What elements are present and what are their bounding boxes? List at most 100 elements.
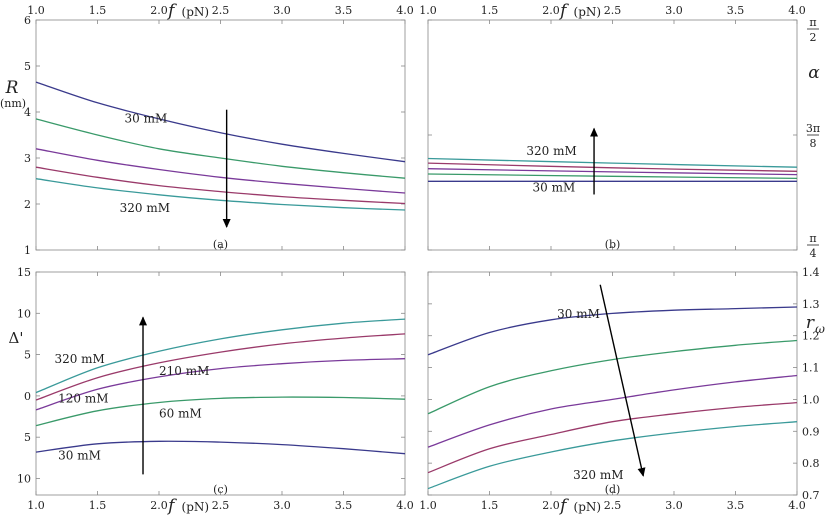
x-axis-label: f [166, 496, 177, 516]
x-axis-unit: (pN) [574, 5, 602, 19]
x-tick-label: 1.5 [481, 4, 499, 17]
y-axis-label: r [806, 313, 815, 333]
series-line-4 [35, 396, 406, 427]
panel-a: 1.0 1.5 2.0 2.5 3.0 3.5 4.0 f (pN) 1 2 3 4 5 6 R(nm) 30 … [0, 1, 414, 257]
series-annotation: 30 mM [557, 307, 600, 321]
x-tick-label: 4.0 [788, 499, 806, 512]
trend-arrow [599, 284, 646, 477]
series-line-2 [427, 162, 798, 172]
y-tick-label: 15 [17, 266, 31, 279]
y-tick-label: 5 [24, 431, 31, 444]
x-tick-label: 3.0 [273, 4, 291, 17]
y-tick-label: 5 [24, 349, 31, 362]
y-axis-unit: (nm) [0, 97, 26, 110]
series-annotation: 320 mM [54, 352, 104, 366]
y-tick-label: 4 [24, 106, 31, 119]
x-tick-label: 1.5 [89, 4, 107, 17]
x-tick-label: 2.5 [212, 4, 230, 17]
y-tick-label: 10 [17, 472, 31, 485]
x-tick-label: 1.0 [419, 4, 437, 17]
series-line-5 [35, 440, 406, 455]
y-tick-label: 5 [24, 60, 31, 73]
x-tick-label: 1.0 [27, 4, 45, 17]
series-annotation: 320 mM [120, 201, 170, 215]
y-axis-label-subscript: ω [815, 322, 825, 336]
x-axis-unit: (pN) [182, 5, 210, 19]
x-axis-label: f [558, 1, 569, 21]
series-annotation: 30 mM [125, 112, 168, 126]
x-tick-label: 3.5 [727, 4, 745, 17]
panel-label: (d) [605, 483, 621, 496]
series-annotation: 320 mM [526, 144, 576, 158]
panel-label: (a) [213, 238, 228, 251]
series-line-2 [427, 339, 798, 415]
panel-b: 1.0 1.5 2.0 2.5 3.0 3.5 4.0 f (pN) π 2 3π 8 π 4 α 320 mM… [419, 1, 820, 260]
series-line-1 [427, 157, 798, 168]
y-tick-label: 1.1 [802, 362, 820, 375]
x-tick-label: 2.5 [604, 499, 622, 512]
x-tick-label: 3.5 [335, 499, 353, 512]
y-tick-label-numerator: π [809, 232, 816, 245]
y-axis-label: Δ' [9, 329, 24, 347]
plot-frame [35, 19, 406, 251]
series-line-1 [427, 306, 798, 356]
series-annotation: 210 mM [159, 364, 209, 378]
series-annotation: 30 mM [533, 181, 576, 195]
y-tick-label: 10 [17, 307, 31, 320]
series-annotation: 120 mM [58, 391, 108, 405]
x-tick-label: 3.0 [665, 499, 683, 512]
x-axis-label: f [166, 1, 177, 21]
y-tick-label: 0 [24, 390, 31, 403]
series-line-3 [427, 168, 798, 176]
x-tick-label: 3.5 [727, 499, 745, 512]
series-line-3 [35, 358, 406, 411]
x-tick-label: 3.5 [335, 4, 353, 17]
panel-d: 1.0 1.5 2.0 2.5 3.0 3.5 4.0 f (pN) 0.7 0.8 0.9 1.0 1.… [419, 266, 825, 516]
series-annotation: 30 mM [58, 448, 101, 462]
x-tick-label: 3.0 [665, 4, 683, 17]
x-tick-label: 4.0 [396, 499, 414, 512]
series-line-4 [427, 173, 798, 180]
x-tick-label: 2.0 [542, 499, 560, 512]
x-axis-unit: (pN) [574, 500, 602, 514]
y-tick-label: 0.8 [802, 457, 820, 470]
series-line-4 [35, 166, 406, 205]
series-annotation: 320 mM [573, 468, 623, 482]
y-tick-label: 1.3 [802, 298, 820, 311]
series-line-2 [35, 118, 406, 179]
series-line-1 [35, 81, 406, 163]
y-tick-label-denominator: 2 [810, 31, 817, 44]
x-axis-label: f [558, 496, 569, 516]
x-tick-label: 2.0 [150, 4, 168, 17]
y-tick-label: 6 [24, 14, 31, 27]
series-line-2 [35, 333, 406, 401]
series-line-3 [427, 374, 798, 448]
x-tick-label: 3.0 [273, 499, 291, 512]
plot-frame [427, 271, 798, 496]
x-tick-label: 2.5 [604, 4, 622, 17]
panel-label: (c) [213, 483, 228, 496]
x-axis-unit: (pN) [182, 500, 210, 514]
panel-c: 1.0 1.5 2.0 2.5 3.0 3.5 4.0 f (pN) 15 10 5 0 5 10 Δ' 320… [9, 266, 414, 516]
x-tick-label: 1.5 [481, 499, 499, 512]
y-axis-label: R [5, 78, 19, 98]
series-line-5 [35, 178, 406, 211]
series-line-3 [35, 148, 406, 194]
x-tick-label: 4.0 [396, 4, 414, 17]
panel-label: (b) [605, 238, 621, 251]
x-tick-label: 2.5 [212, 499, 230, 512]
y-tick-label-numerator: π [809, 16, 816, 29]
y-tick-label-denominator: 8 [810, 137, 817, 150]
x-tick-label: 2.0 [150, 499, 168, 512]
series-annotation: 60 mM [159, 406, 202, 420]
series-line-1 [35, 318, 406, 394]
y-axis-label: α [808, 63, 820, 83]
y-tick-label: 2 [24, 198, 31, 211]
plot-frame [427, 19, 798, 251]
x-tick-label: 2.0 [542, 4, 560, 17]
y-tick-label: 1.4 [802, 266, 820, 279]
x-tick-label: 1.0 [419, 499, 437, 512]
y-tick-label: 0.9 [802, 425, 820, 438]
series-line-5 [427, 421, 798, 490]
